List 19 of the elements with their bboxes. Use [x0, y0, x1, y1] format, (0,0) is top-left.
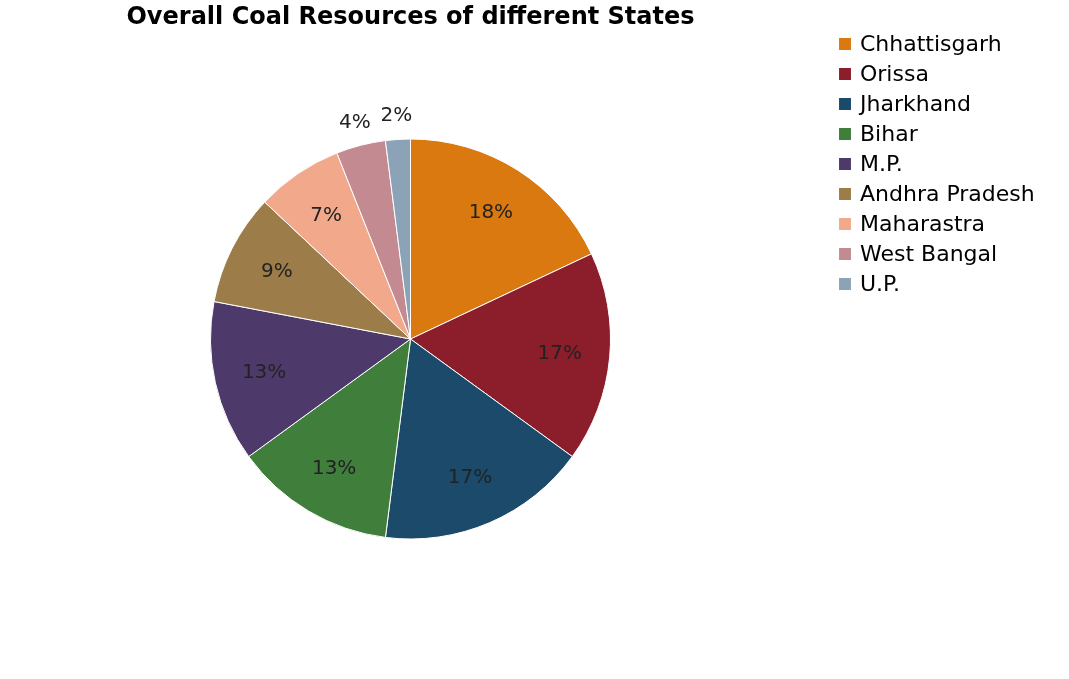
legend-label: M.P. [860, 151, 903, 176]
legend-label: U.P. [860, 271, 900, 296]
legend-label: Chhattisgarh [860, 31, 1002, 56]
legend-label: Bihar [860, 121, 919, 146]
chart-title: Overall Coal Resources of different States [126, 2, 695, 30]
data-label: 17% [537, 340, 583, 365]
legend-label: Andhra Pradesh [860, 181, 1035, 206]
legend-label: Jharkhand [858, 91, 972, 116]
legend-label: Maharastra [860, 211, 986, 236]
legend-label: Orissa [860, 61, 929, 86]
data-label: 4% [338, 109, 371, 134]
data-label: 9% [260, 257, 293, 282]
data-label: 13% [241, 358, 287, 383]
data-label: 13% [311, 455, 357, 480]
data-label: 2% [380, 102, 413, 127]
legend-label: West Bangal [860, 241, 998, 266]
data-label: 18% [468, 199, 514, 224]
data-label: 17% [447, 463, 493, 488]
data-label: 7% [310, 201, 343, 226]
